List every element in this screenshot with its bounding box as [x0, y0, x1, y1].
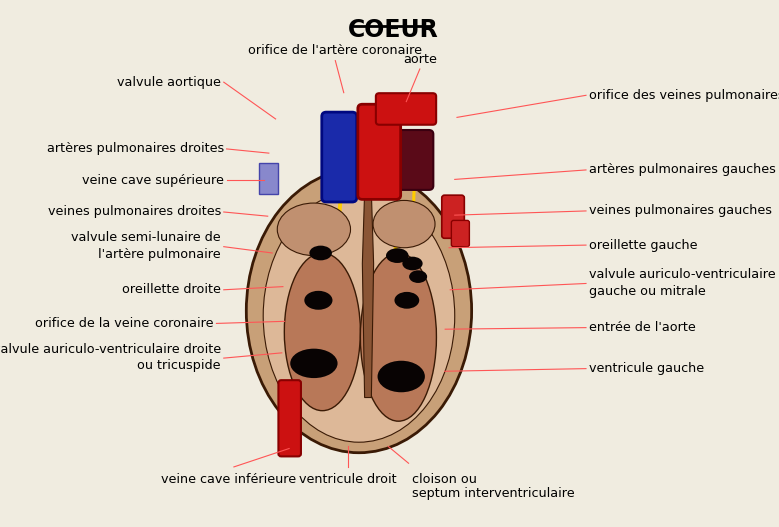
Text: valvule semi-lunaire de: valvule semi-lunaire de	[72, 231, 221, 244]
Ellipse shape	[373, 200, 435, 248]
Text: orifice des veines pulmonaires: orifice des veines pulmonaires	[589, 89, 779, 102]
Text: orifice de la veine coronaire: orifice de la veine coronaire	[35, 317, 213, 330]
Text: valvule aortique: valvule aortique	[117, 76, 221, 89]
Text: valvule auriculo-ventriculaire: valvule auriculo-ventriculaire	[589, 268, 775, 281]
Ellipse shape	[291, 349, 337, 378]
FancyBboxPatch shape	[451, 220, 470, 247]
Text: artères pulmonaires droites: artères pulmonaires droites	[47, 142, 224, 155]
Ellipse shape	[305, 291, 333, 310]
Ellipse shape	[394, 292, 419, 309]
Text: ou tricuspide: ou tricuspide	[137, 359, 221, 373]
Ellipse shape	[309, 246, 332, 260]
FancyBboxPatch shape	[376, 93, 436, 125]
Ellipse shape	[263, 190, 455, 442]
Text: septum interventriculaire: septum interventriculaire	[413, 487, 575, 500]
Text: veines pulmonaires droites: veines pulmonaires droites	[48, 206, 221, 219]
FancyBboxPatch shape	[278, 380, 301, 456]
FancyBboxPatch shape	[259, 163, 278, 193]
FancyBboxPatch shape	[322, 112, 357, 202]
Ellipse shape	[246, 169, 471, 453]
Text: artères pulmonaires gauches: artères pulmonaires gauches	[589, 163, 776, 177]
FancyBboxPatch shape	[390, 130, 433, 190]
Text: veine cave supérieure: veine cave supérieure	[82, 174, 224, 187]
Ellipse shape	[284, 253, 361, 411]
Text: entrée de l'aorte: entrée de l'aorte	[589, 321, 696, 334]
Ellipse shape	[277, 203, 351, 256]
Text: veine cave inférieure: veine cave inférieure	[160, 473, 296, 486]
Text: gauche ou mitrale: gauche ou mitrale	[589, 285, 706, 298]
Ellipse shape	[386, 248, 408, 263]
Text: oreillette gauche: oreillette gauche	[589, 239, 697, 251]
FancyBboxPatch shape	[358, 104, 400, 199]
Text: l'artère pulmonaire: l'artère pulmonaire	[98, 248, 221, 261]
Text: valvule auriculo-ventriculaire droite: valvule auriculo-ventriculaire droite	[0, 343, 221, 356]
Ellipse shape	[402, 257, 423, 270]
Text: orifice de l'artère coronaire: orifice de l'artère coronaire	[249, 44, 422, 57]
Text: COEUR: COEUR	[347, 17, 438, 42]
Text: oreillette droite: oreillette droite	[122, 284, 221, 296]
Text: ventricule gauche: ventricule gauche	[589, 362, 704, 375]
Text: ventricule droit: ventricule droit	[299, 473, 397, 486]
FancyBboxPatch shape	[442, 195, 464, 238]
Polygon shape	[362, 192, 374, 397]
Ellipse shape	[378, 361, 425, 392]
Text: veines pulmonaires gauches: veines pulmonaires gauches	[589, 204, 772, 218]
Ellipse shape	[409, 270, 427, 283]
Ellipse shape	[361, 253, 436, 421]
Text: cloison ou: cloison ou	[413, 473, 478, 486]
Text: aorte: aorte	[403, 53, 437, 66]
